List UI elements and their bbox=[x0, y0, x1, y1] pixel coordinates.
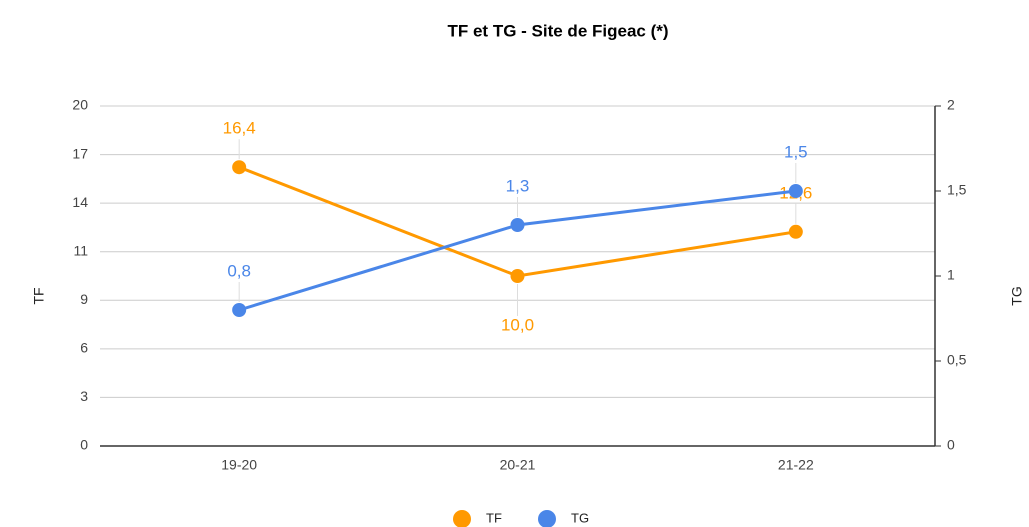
x-tick-label: 20-21 bbox=[500, 457, 536, 473]
y2-tick-label: 1 bbox=[947, 267, 955, 283]
point bbox=[232, 160, 247, 175]
chart-title: TF et TG - Site de Figeac (*) bbox=[447, 21, 668, 40]
data-label: 10,0 bbox=[501, 315, 534, 334]
point bbox=[510, 218, 525, 232]
y2-tick-label: 0 bbox=[947, 437, 955, 453]
point bbox=[788, 184, 803, 198]
legend-label: TG bbox=[571, 510, 589, 525]
point bbox=[232, 303, 247, 317]
y-tick-label: 6 bbox=[80, 340, 88, 356]
x-tick-label: 19-20 bbox=[221, 457, 257, 473]
legend-label: TF bbox=[486, 510, 502, 525]
data-label: 1,5 bbox=[784, 142, 808, 161]
y-tick-label: 17 bbox=[72, 145, 88, 161]
legend-marker bbox=[453, 510, 471, 527]
y-tick-label: 3 bbox=[80, 388, 88, 404]
point bbox=[788, 224, 803, 239]
x-tick-label: 21-22 bbox=[778, 457, 814, 473]
y2-tick-label: 0,5 bbox=[947, 352, 967, 368]
point bbox=[510, 269, 525, 283]
y-tick-label: 9 bbox=[80, 291, 88, 307]
data-label: 16,4 bbox=[223, 119, 256, 138]
data-label: 0,8 bbox=[227, 261, 251, 280]
y-tick-label: 14 bbox=[72, 194, 88, 210]
y-axis-label: TF bbox=[31, 287, 47, 304]
legend-marker bbox=[538, 510, 556, 527]
data-label: 1,3 bbox=[506, 176, 530, 195]
y-tick-label: 20 bbox=[72, 97, 88, 113]
y-tick-label: 11 bbox=[73, 242, 88, 258]
y-tick-label: 0 bbox=[80, 437, 88, 453]
y2-tick-label: 2 bbox=[947, 97, 955, 113]
y2-tick-label: 1,5 bbox=[947, 182, 967, 198]
y2-axis-label: TG bbox=[1009, 286, 1025, 305]
